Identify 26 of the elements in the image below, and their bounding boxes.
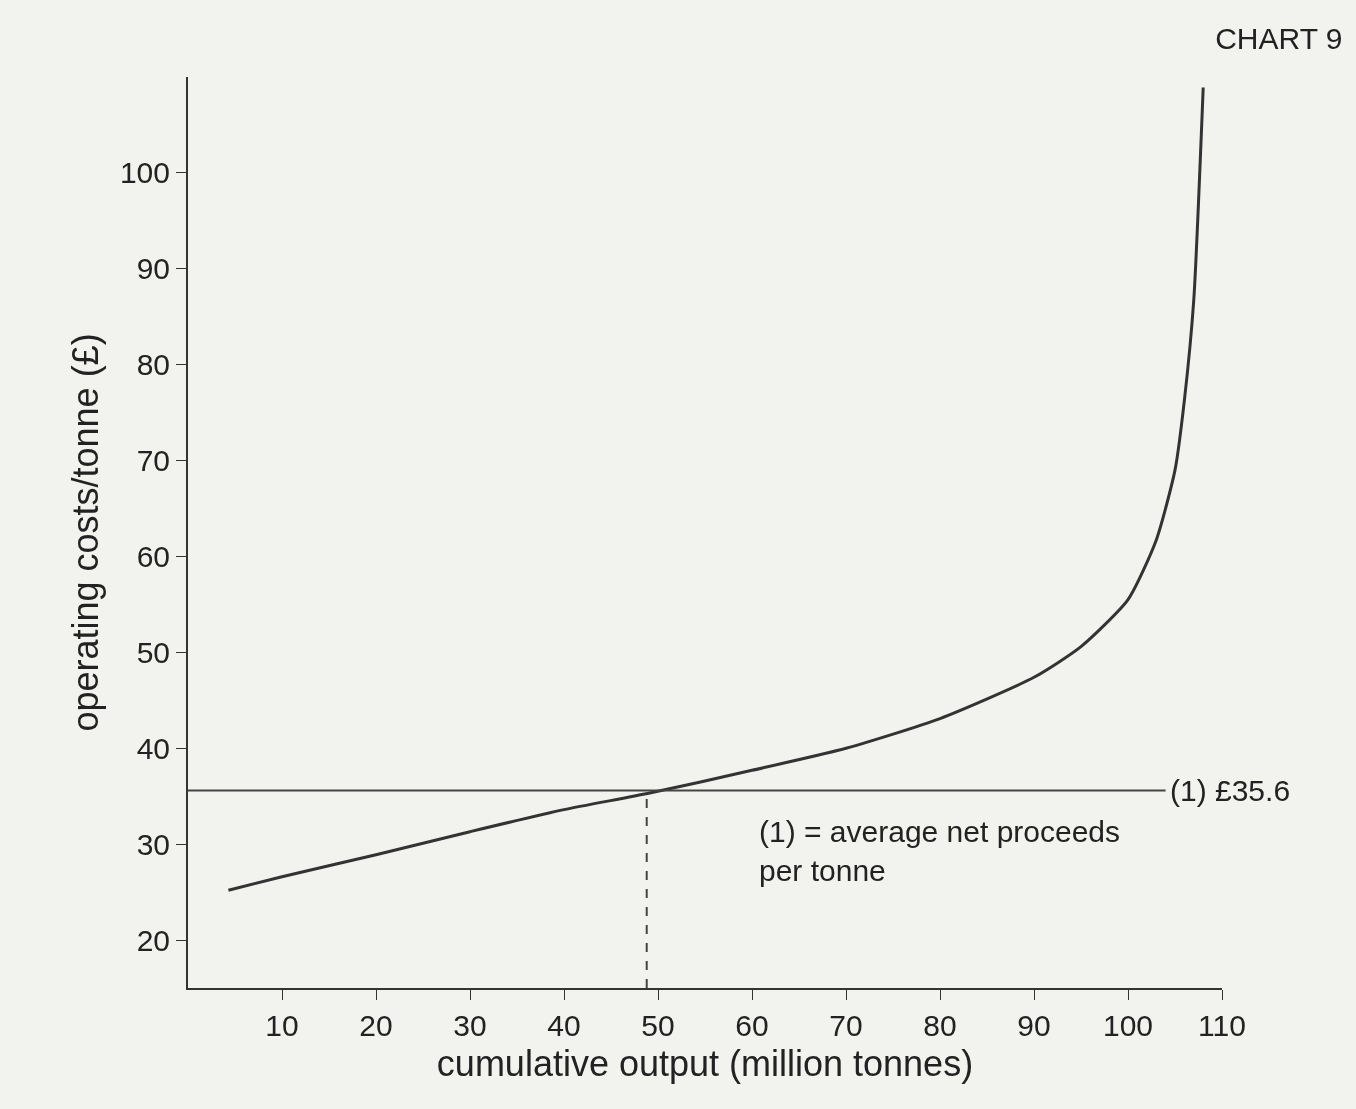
y-tick-label: 70 [136, 444, 170, 478]
y-tick-label: 80 [136, 348, 170, 382]
x-tick-label: 30 [453, 1009, 487, 1042]
x-tick-label: 90 [1017, 1009, 1051, 1042]
line-series [226, 86, 1205, 892]
x-tick-label: 80 [923, 1009, 957, 1042]
y-tick-label: 90 [136, 252, 170, 286]
y-tick-label: 60 [136, 539, 170, 573]
x-tick-label: 60 [735, 1009, 769, 1042]
ref-line-label: (1) £35.6 [1170, 774, 1291, 807]
x-tick-label: 20 [359, 1009, 393, 1042]
y-tick-label: 30 [136, 827, 170, 861]
y-tick-label: 20 [136, 923, 170, 957]
y-tick-label: 40 [136, 731, 170, 765]
y-tick-label: 100 [119, 156, 170, 190]
y-axis-title: operating costs/tonne (£) [65, 333, 107, 732]
x-axis-title: cumulative output (million tonnes) [436, 1043, 974, 1085]
x-tick-label: 40 [547, 1009, 581, 1042]
x-tick-label: 70 [829, 1009, 863, 1042]
x-tick-label: 100 [1102, 1009, 1154, 1042]
x-tick-label: 50 [641, 1009, 675, 1042]
y-tick-label: 50 [136, 635, 170, 669]
annotation: (1) = average net proceeds per tonne [759, 815, 1121, 887]
chart-title: CHART 9 [1215, 21, 1343, 55]
x-tick-label: 10 [265, 1009, 299, 1042]
x-tick-label: 110 [1198, 1009, 1246, 1042]
